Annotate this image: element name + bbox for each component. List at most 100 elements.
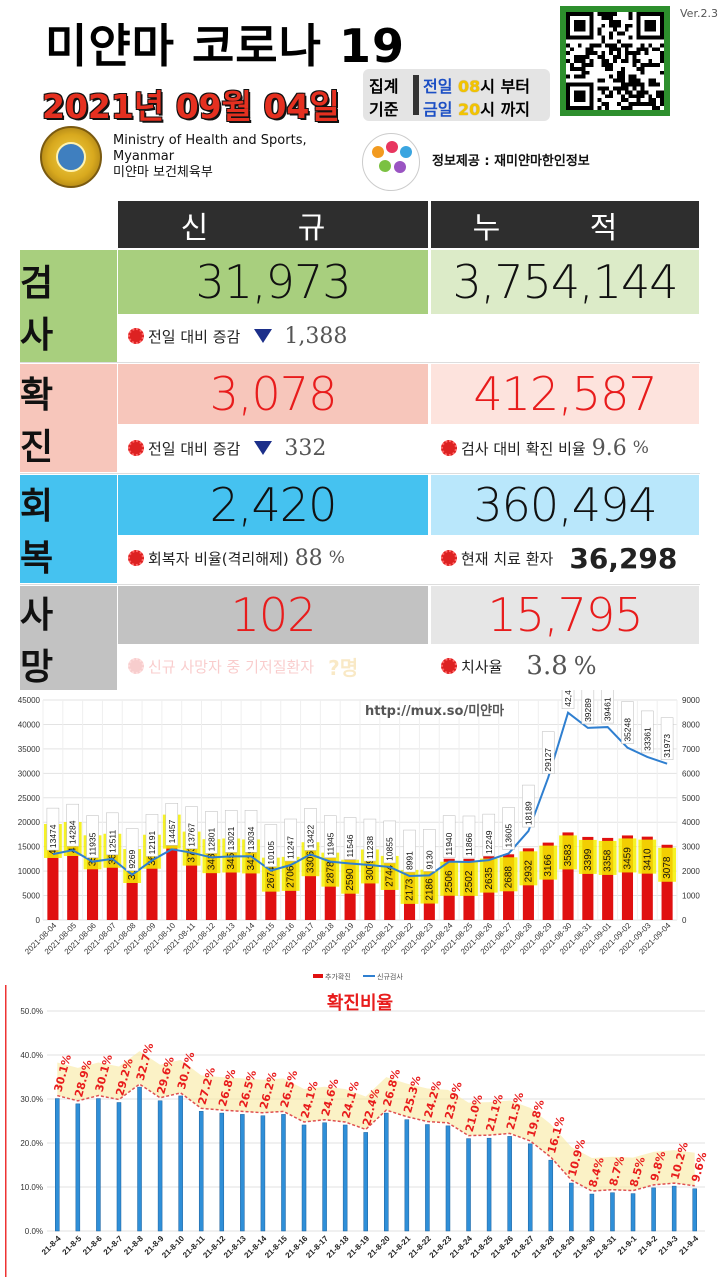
y-tick-label: 10.0% (20, 1183, 43, 1192)
qr-module (624, 27, 629, 32)
qr-module (624, 106, 629, 110)
bar-ratio (425, 1124, 430, 1232)
qr-module (636, 47, 641, 52)
bar-confirmed (661, 844, 673, 920)
bar-label-highlight (341, 859, 359, 894)
test-value-label: 39289 (583, 698, 593, 722)
x-tick-label: 21-8-8 (122, 1234, 145, 1257)
fatality-rate: 치사율 3.8% (441, 650, 597, 682)
qr-module (660, 98, 664, 103)
qr-module (644, 47, 649, 52)
qr-module (628, 74, 633, 79)
qr-module (632, 86, 637, 91)
qr-module (624, 23, 629, 28)
aggregation-basis: 집계 기준 전일 08시 부터 금일 20시 까지 (363, 69, 550, 121)
qr-module (624, 86, 629, 91)
active-cases: 현재 치료 환자 36,298 (441, 542, 677, 575)
bar-label-highlight (380, 855, 399, 890)
legend-label-confirmed: 추가확진 (325, 972, 351, 980)
qr-module (601, 86, 606, 91)
qr-module (620, 106, 625, 110)
bar-ratio (322, 1122, 327, 1232)
bar-label-highlight (499, 857, 518, 892)
y-tick-label-left: 45000 (18, 696, 41, 705)
qr-module (605, 102, 610, 107)
bar-label-highlight (638, 839, 657, 874)
qr-module (597, 43, 602, 48)
basis-label-2: 기준 (369, 100, 399, 119)
qr-module (648, 94, 653, 99)
test-value-label: 11935 (88, 832, 98, 855)
virus-icon (128, 328, 144, 344)
recovered-total-value: 360,494 (431, 475, 699, 535)
bar-ratio (507, 1136, 512, 1232)
qr-module (601, 55, 606, 60)
bar-ratio (240, 1114, 245, 1232)
bar-ratio (219, 1112, 225, 1232)
qr-module (656, 94, 661, 99)
qr-module (609, 74, 614, 79)
qr-module (613, 12, 617, 16)
qr-module (660, 70, 664, 75)
qr-code[interactable] (560, 6, 670, 116)
y-tick-label: 0.0% (25, 1227, 43, 1236)
confirmed-new-value: 3,078 (118, 364, 428, 424)
y-tick-label: 40.0% (20, 1051, 43, 1060)
qr-module (609, 62, 614, 67)
qr-module (573, 59, 578, 63)
test-label-box (284, 818, 297, 862)
qr-module (609, 19, 614, 24)
test-value-label: 10105 (266, 841, 276, 865)
qr-module (628, 78, 633, 83)
bar-label-highlight (400, 869, 419, 904)
qr-module (566, 51, 570, 56)
x-tick-label: 21-9-2 (636, 1234, 659, 1257)
test-label-box (244, 810, 258, 853)
bar-value-label: 2706 (286, 865, 297, 888)
y-tick-label-right: 0 (682, 916, 687, 925)
virus-icon (441, 550, 457, 566)
test-label-box (86, 815, 99, 858)
bar-ratio (548, 1159, 554, 1232)
qr-module (656, 62, 661, 67)
test-label-box (66, 803, 79, 847)
bar-confirmed (47, 820, 59, 920)
test-label-box (383, 820, 396, 864)
qr-module (652, 82, 657, 87)
bar-value-label: 2744 (385, 864, 396, 887)
qr-module (640, 94, 645, 99)
qr-module (601, 23, 606, 28)
bar-ratio (404, 1119, 410, 1232)
death-new-value: 102 (118, 586, 428, 644)
qr-module (640, 62, 645, 67)
qr-module (609, 94, 614, 99)
qr-module (597, 12, 602, 16)
qr-module (566, 74, 570, 79)
row-label-confirmed: 확 진 (20, 364, 117, 472)
bar-label-highlight (559, 835, 577, 870)
qr-module (620, 70, 625, 75)
bar-ratio (527, 1143, 533, 1232)
qr-module (616, 55, 621, 60)
basis-start: 전일 08시 부터 (423, 77, 531, 96)
trend-line (57, 1083, 695, 1192)
test-value-label: 8991 (405, 851, 415, 870)
report-date: 2021년 09월 04일 (42, 87, 340, 126)
bar-label-highlight (598, 840, 617, 875)
qr-module (632, 59, 637, 63)
x-tick-label: 21-9-1 (616, 1234, 639, 1257)
qr-module (597, 31, 602, 36)
qr-module (573, 55, 578, 60)
qr-module (589, 59, 594, 63)
bar-confirmed (67, 818, 79, 920)
bar-confirmed (621, 835, 634, 920)
test-value-label: 11247 (286, 836, 296, 859)
test-total-value: 3,754,144 (431, 250, 699, 314)
qr-module (644, 51, 649, 56)
bar-ratio (466, 1138, 471, 1232)
qr-module (605, 43, 610, 48)
y-tick-label-right: 6000 (682, 769, 700, 778)
bar-ratio (281, 1114, 286, 1232)
qr-module (605, 12, 610, 16)
qr-module (605, 94, 610, 99)
